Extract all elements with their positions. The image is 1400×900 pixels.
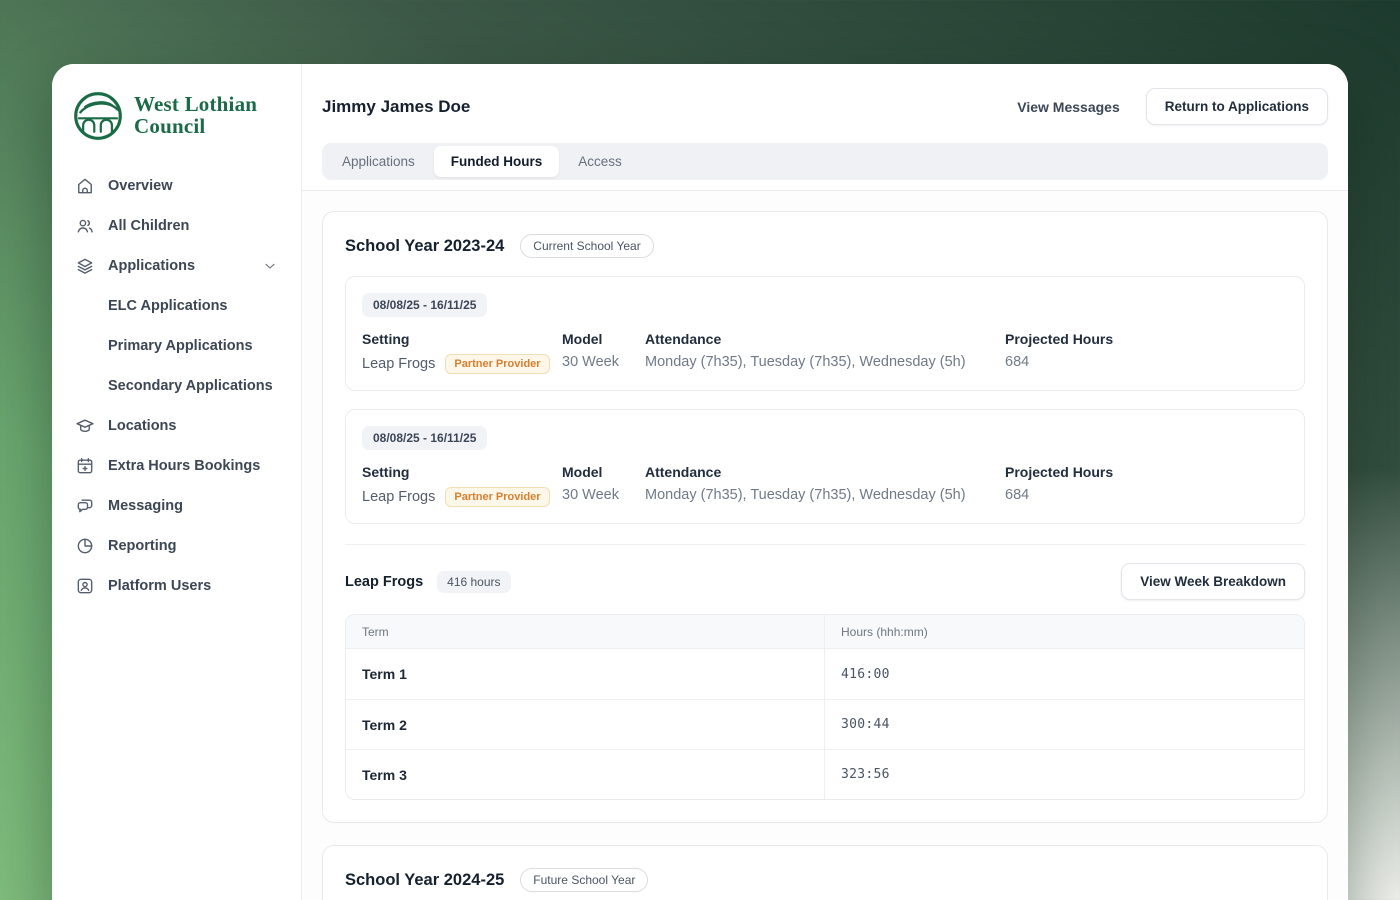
total-hours-badge: 416 hours bbox=[437, 571, 510, 593]
current-school-year-badge: Current School Year bbox=[520, 234, 653, 258]
model-value: 30 Week bbox=[562, 354, 645, 370]
projected-hours-label: Projected Hours bbox=[1005, 464, 1288, 480]
projected-hours-label: Projected Hours bbox=[1005, 331, 1288, 347]
sidebar-item-label: Overview bbox=[108, 178, 173, 194]
term-hours: 323:56 bbox=[841, 767, 890, 782]
sidebar-item-applications[interactable]: Applications bbox=[66, 246, 287, 286]
page-title: Jimmy James Doe bbox=[322, 97, 470, 117]
page-header: Jimmy James Doe View Messages Return to … bbox=[302, 64, 1348, 191]
sidebar-nav: Overview All Children Applications ELC A… bbox=[52, 166, 301, 606]
sidebar-item-primary-applications[interactable]: Primary Applications bbox=[66, 326, 287, 366]
pie-chart-icon bbox=[75, 536, 95, 556]
table-header-row: Term Hours (hhh:mm) bbox=[346, 615, 1304, 649]
sidebar-item-label: ELC Applications bbox=[108, 298, 228, 314]
sidebar-item-reporting[interactable]: Reporting bbox=[66, 526, 287, 566]
chevron-down-icon bbox=[262, 258, 278, 274]
tab-applications[interactable]: Applications bbox=[325, 146, 432, 177]
sidebar-item-locations[interactable]: Locations bbox=[66, 406, 287, 446]
setting-value: Leap Frogs bbox=[362, 356, 435, 372]
school-year-2024-25-card: School Year 2024-25 Future School Year bbox=[322, 845, 1328, 900]
setting-value: Leap Frogs bbox=[362, 489, 435, 505]
term-name: Term 3 bbox=[362, 767, 407, 783]
council-emblem-icon bbox=[72, 90, 124, 142]
return-to-applications-button[interactable]: Return to Applications bbox=[1146, 88, 1328, 125]
tab-access[interactable]: Access bbox=[561, 146, 639, 177]
tab-bar: Applications Funded Hours Access bbox=[322, 143, 1328, 180]
main-panel: Jimmy James Doe View Messages Return to … bbox=[302, 64, 1348, 900]
sidebar-item-label: Extra Hours Bookings bbox=[108, 458, 260, 474]
model-label: Model bbox=[562, 464, 645, 480]
sidebar-item-label: All Children bbox=[108, 218, 189, 234]
school-year-2023-24-card: School Year 2023-24 Current School Year … bbox=[322, 211, 1328, 823]
attendance-value: Monday (7h35), Tuesday (7h35), Wednesday… bbox=[645, 354, 1005, 370]
term-name: Term 2 bbox=[362, 717, 407, 733]
sidebar: West Lothian Council Overview All Childr… bbox=[52, 64, 302, 900]
setting-label: Setting bbox=[362, 331, 562, 347]
view-messages-link[interactable]: View Messages bbox=[1017, 99, 1119, 115]
sidebar-item-label: Applications bbox=[108, 258, 195, 274]
sidebar-item-label: Primary Applications bbox=[108, 338, 253, 354]
users-icon bbox=[75, 216, 95, 236]
table-row: Term 2 300:44 bbox=[346, 699, 1304, 749]
term-hours: 416:00 bbox=[841, 667, 890, 682]
council-logo: West Lothian Council bbox=[52, 90, 301, 142]
view-week-breakdown-button[interactable]: View Week Breakdown bbox=[1121, 563, 1305, 600]
provider-summary-row: Leap Frogs 416 hours View Week Breakdown bbox=[345, 563, 1305, 600]
content-area: School Year 2023-24 Current School Year … bbox=[302, 191, 1348, 900]
sidebar-item-platform-users[interactable]: Platform Users bbox=[66, 566, 287, 606]
sidebar-item-overview[interactable]: Overview bbox=[66, 166, 287, 206]
app-window: West Lothian Council Overview All Childr… bbox=[52, 64, 1348, 900]
projected-hours-value: 684 bbox=[1005, 487, 1288, 503]
provider-name: Leap Frogs bbox=[345, 574, 423, 590]
partner-provider-badge: Partner Provider bbox=[445, 354, 549, 374]
council-name: West Lothian Council bbox=[134, 94, 257, 137]
council-name-line1: West Lothian bbox=[134, 94, 257, 116]
term-hours: 300:44 bbox=[841, 717, 890, 732]
partner-provider-badge: Partner Provider bbox=[445, 487, 549, 507]
sidebar-item-all-children[interactable]: All Children bbox=[66, 206, 287, 246]
sidebar-item-label: Messaging bbox=[108, 498, 183, 514]
sidebar-item-label: Secondary Applications bbox=[108, 378, 273, 394]
header-actions: View Messages Return to Applications bbox=[1017, 88, 1328, 125]
setting-label: Setting bbox=[362, 464, 562, 480]
table-row: Term 1 416:00 bbox=[346, 649, 1304, 699]
home-icon bbox=[75, 176, 95, 196]
booking-card: 08/08/25 - 16/11/25 Setting Leap Frogs P… bbox=[345, 409, 1305, 524]
sidebar-item-extra-hours-bookings[interactable]: Extra Hours Bookings bbox=[66, 446, 287, 486]
date-range-badge: 08/08/25 - 16/11/25 bbox=[362, 293, 487, 317]
table-row: Term 3 323:56 bbox=[346, 749, 1304, 799]
graduation-cap-icon bbox=[75, 416, 95, 436]
sidebar-item-elc-applications[interactable]: ELC Applications bbox=[66, 286, 287, 326]
projected-hours-value: 684 bbox=[1005, 354, 1288, 370]
calendar-plus-icon bbox=[75, 456, 95, 476]
sidebar-item-label: Platform Users bbox=[108, 578, 211, 594]
section-title: School Year 2023-24 bbox=[345, 237, 504, 256]
sidebar-item-messaging[interactable]: Messaging bbox=[66, 486, 287, 526]
sidebar-item-label: Reporting bbox=[108, 538, 176, 554]
sidebar-item-secondary-applications[interactable]: Secondary Applications bbox=[66, 366, 287, 406]
attendance-value: Monday (7h35), Tuesday (7h35), Wednesday… bbox=[645, 487, 1005, 503]
layers-icon bbox=[75, 256, 95, 276]
section-divider bbox=[345, 544, 1305, 545]
council-name-line2: Council bbox=[134, 116, 257, 138]
term-hours-table: Term Hours (hhh:mm) Term 1 416:00 Term 2… bbox=[345, 614, 1305, 800]
term-name: Term 1 bbox=[362, 666, 407, 682]
model-label: Model bbox=[562, 331, 645, 347]
future-school-year-badge: Future School Year bbox=[520, 868, 648, 892]
term-column-header: Term bbox=[346, 615, 825, 648]
model-value: 30 Week bbox=[562, 487, 645, 503]
chat-bubbles-icon bbox=[75, 496, 95, 516]
section-title: School Year 2024-25 bbox=[345, 871, 504, 890]
date-range-badge: 08/08/25 - 16/11/25 bbox=[362, 426, 487, 450]
user-card-icon bbox=[75, 576, 95, 596]
attendance-label: Attendance bbox=[645, 464, 1005, 480]
hours-column-header: Hours (hhh:mm) bbox=[825, 615, 1304, 648]
sidebar-item-label: Locations bbox=[108, 418, 176, 434]
tab-funded-hours[interactable]: Funded Hours bbox=[434, 146, 560, 177]
attendance-label: Attendance bbox=[645, 331, 1005, 347]
booking-card: 08/08/25 - 16/11/25 Setting Leap Frogs P… bbox=[345, 276, 1305, 391]
